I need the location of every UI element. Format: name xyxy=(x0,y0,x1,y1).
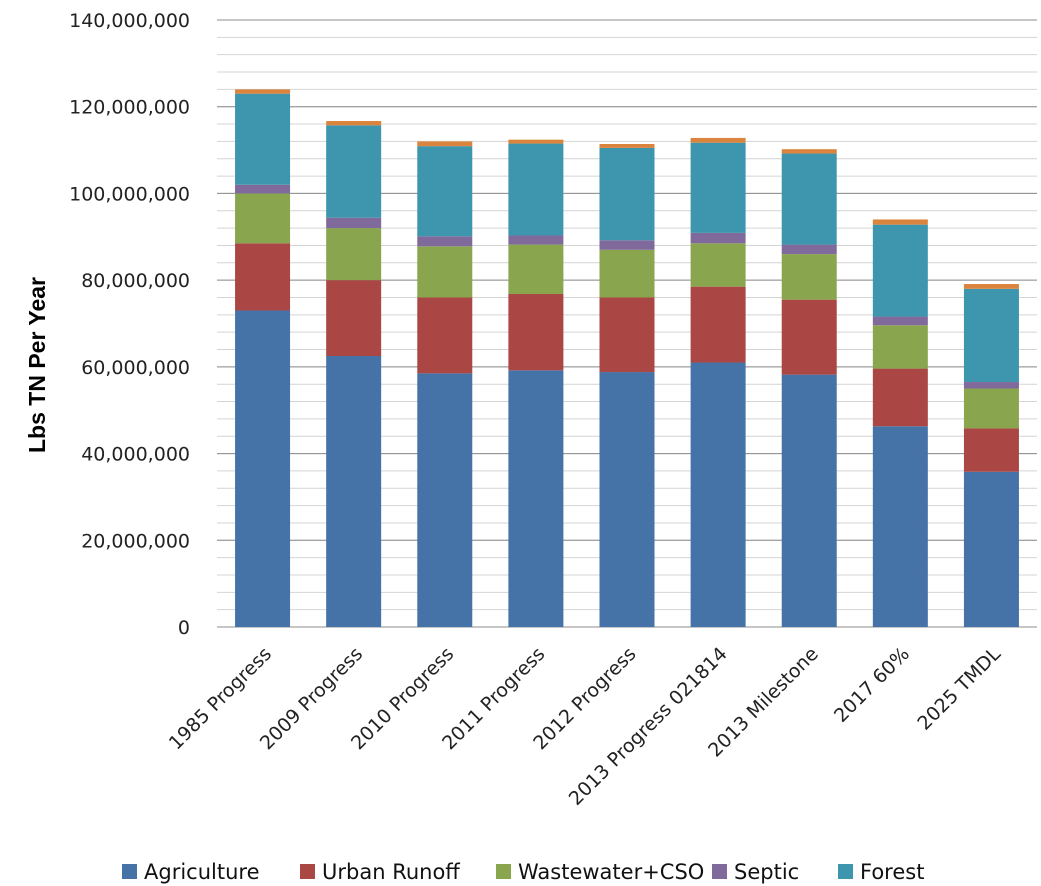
y-tick-label: 140,000,000 xyxy=(69,10,190,32)
bar-segment xyxy=(235,310,291,627)
bar-segment xyxy=(508,244,564,295)
bar-segment xyxy=(508,139,564,144)
bar-segment xyxy=(235,93,291,185)
bar-segment xyxy=(690,362,746,627)
bar-segment xyxy=(690,243,746,287)
x-tick-label: 2013 Progress 021814 xyxy=(565,643,732,810)
legend-swatch xyxy=(496,864,511,879)
legend-label: Wastewater+CSO xyxy=(518,860,704,884)
bar-segment xyxy=(417,236,473,247)
bar-segment xyxy=(872,219,928,225)
bar-segment xyxy=(599,249,655,298)
bar-segment xyxy=(417,246,473,298)
bar-segment xyxy=(326,121,382,126)
bar-segment xyxy=(599,240,655,250)
legend-label: Agriculture xyxy=(144,860,260,884)
y-tick-label: 120,000,000 xyxy=(69,97,190,119)
legend-label: Septic xyxy=(734,860,799,884)
y-tick-label: 100,000,000 xyxy=(69,183,190,205)
y-tick-label: 80,000,000 xyxy=(81,270,190,292)
legend-label: Forest xyxy=(860,860,924,884)
bar-segment xyxy=(872,426,928,627)
bar-segment xyxy=(781,153,837,245)
bar-segment xyxy=(690,232,746,244)
bar-segment xyxy=(508,143,564,236)
bar-segment xyxy=(326,217,382,229)
legend-swatch xyxy=(712,864,727,879)
bar-segment xyxy=(872,325,928,369)
bar-segment xyxy=(963,382,1019,389)
bar-segment xyxy=(963,284,1019,289)
y-tick-label: 60,000,000 xyxy=(81,357,190,379)
bar-segment xyxy=(326,356,382,627)
legend-swatch xyxy=(122,864,137,879)
bar-segment xyxy=(781,374,837,627)
x-tick-label: 2025 TMDL xyxy=(913,643,1005,735)
bar-segment xyxy=(417,141,473,147)
bar-segment xyxy=(781,299,837,375)
bar-segment xyxy=(781,244,837,255)
y-tick-label: 20,000,000 xyxy=(81,530,190,552)
bar-segment xyxy=(690,142,746,233)
bar-segment xyxy=(599,147,655,241)
y-axis-label: Lbs TN Per Year xyxy=(24,277,50,453)
x-tick-label: 2017 60% xyxy=(830,643,914,727)
legend-label: Urban Runoff xyxy=(322,860,460,884)
bar-segment xyxy=(417,373,473,627)
bar-segment xyxy=(781,149,837,154)
legend: Agriculture Urban Runoff Wastewater+CSO Sep… xyxy=(122,860,924,884)
bar-segment xyxy=(235,89,291,94)
bar-segment xyxy=(508,235,564,245)
bar-segment xyxy=(508,294,564,371)
bar-segment xyxy=(872,316,928,326)
bar-segment xyxy=(417,297,473,374)
bar-segment xyxy=(963,428,1019,472)
bar-segment xyxy=(872,224,928,317)
bar-segment xyxy=(963,288,1019,383)
bar-segment xyxy=(326,228,382,281)
bar-segment xyxy=(599,144,655,148)
bar-segment xyxy=(235,243,291,311)
bar-segment xyxy=(963,471,1019,627)
legend-swatch xyxy=(838,864,853,879)
bar-segment xyxy=(235,193,291,244)
bar-segment xyxy=(235,184,291,194)
bar-segment xyxy=(963,388,1019,429)
legend-swatch xyxy=(300,864,315,879)
y-tick-label: 0 xyxy=(178,617,190,639)
bar-segment xyxy=(326,280,382,357)
bar-segment xyxy=(690,137,746,143)
bar-segment xyxy=(508,370,564,627)
bar-segment xyxy=(781,254,837,300)
y-tick-label: 40,000,000 xyxy=(81,444,190,466)
bar-segment xyxy=(599,297,655,373)
bar-segment xyxy=(872,368,928,427)
bar-segment xyxy=(690,286,746,363)
bar-segment xyxy=(417,146,473,237)
bar-segment xyxy=(599,372,655,627)
bars xyxy=(235,89,1019,627)
bar-segment xyxy=(326,125,382,218)
